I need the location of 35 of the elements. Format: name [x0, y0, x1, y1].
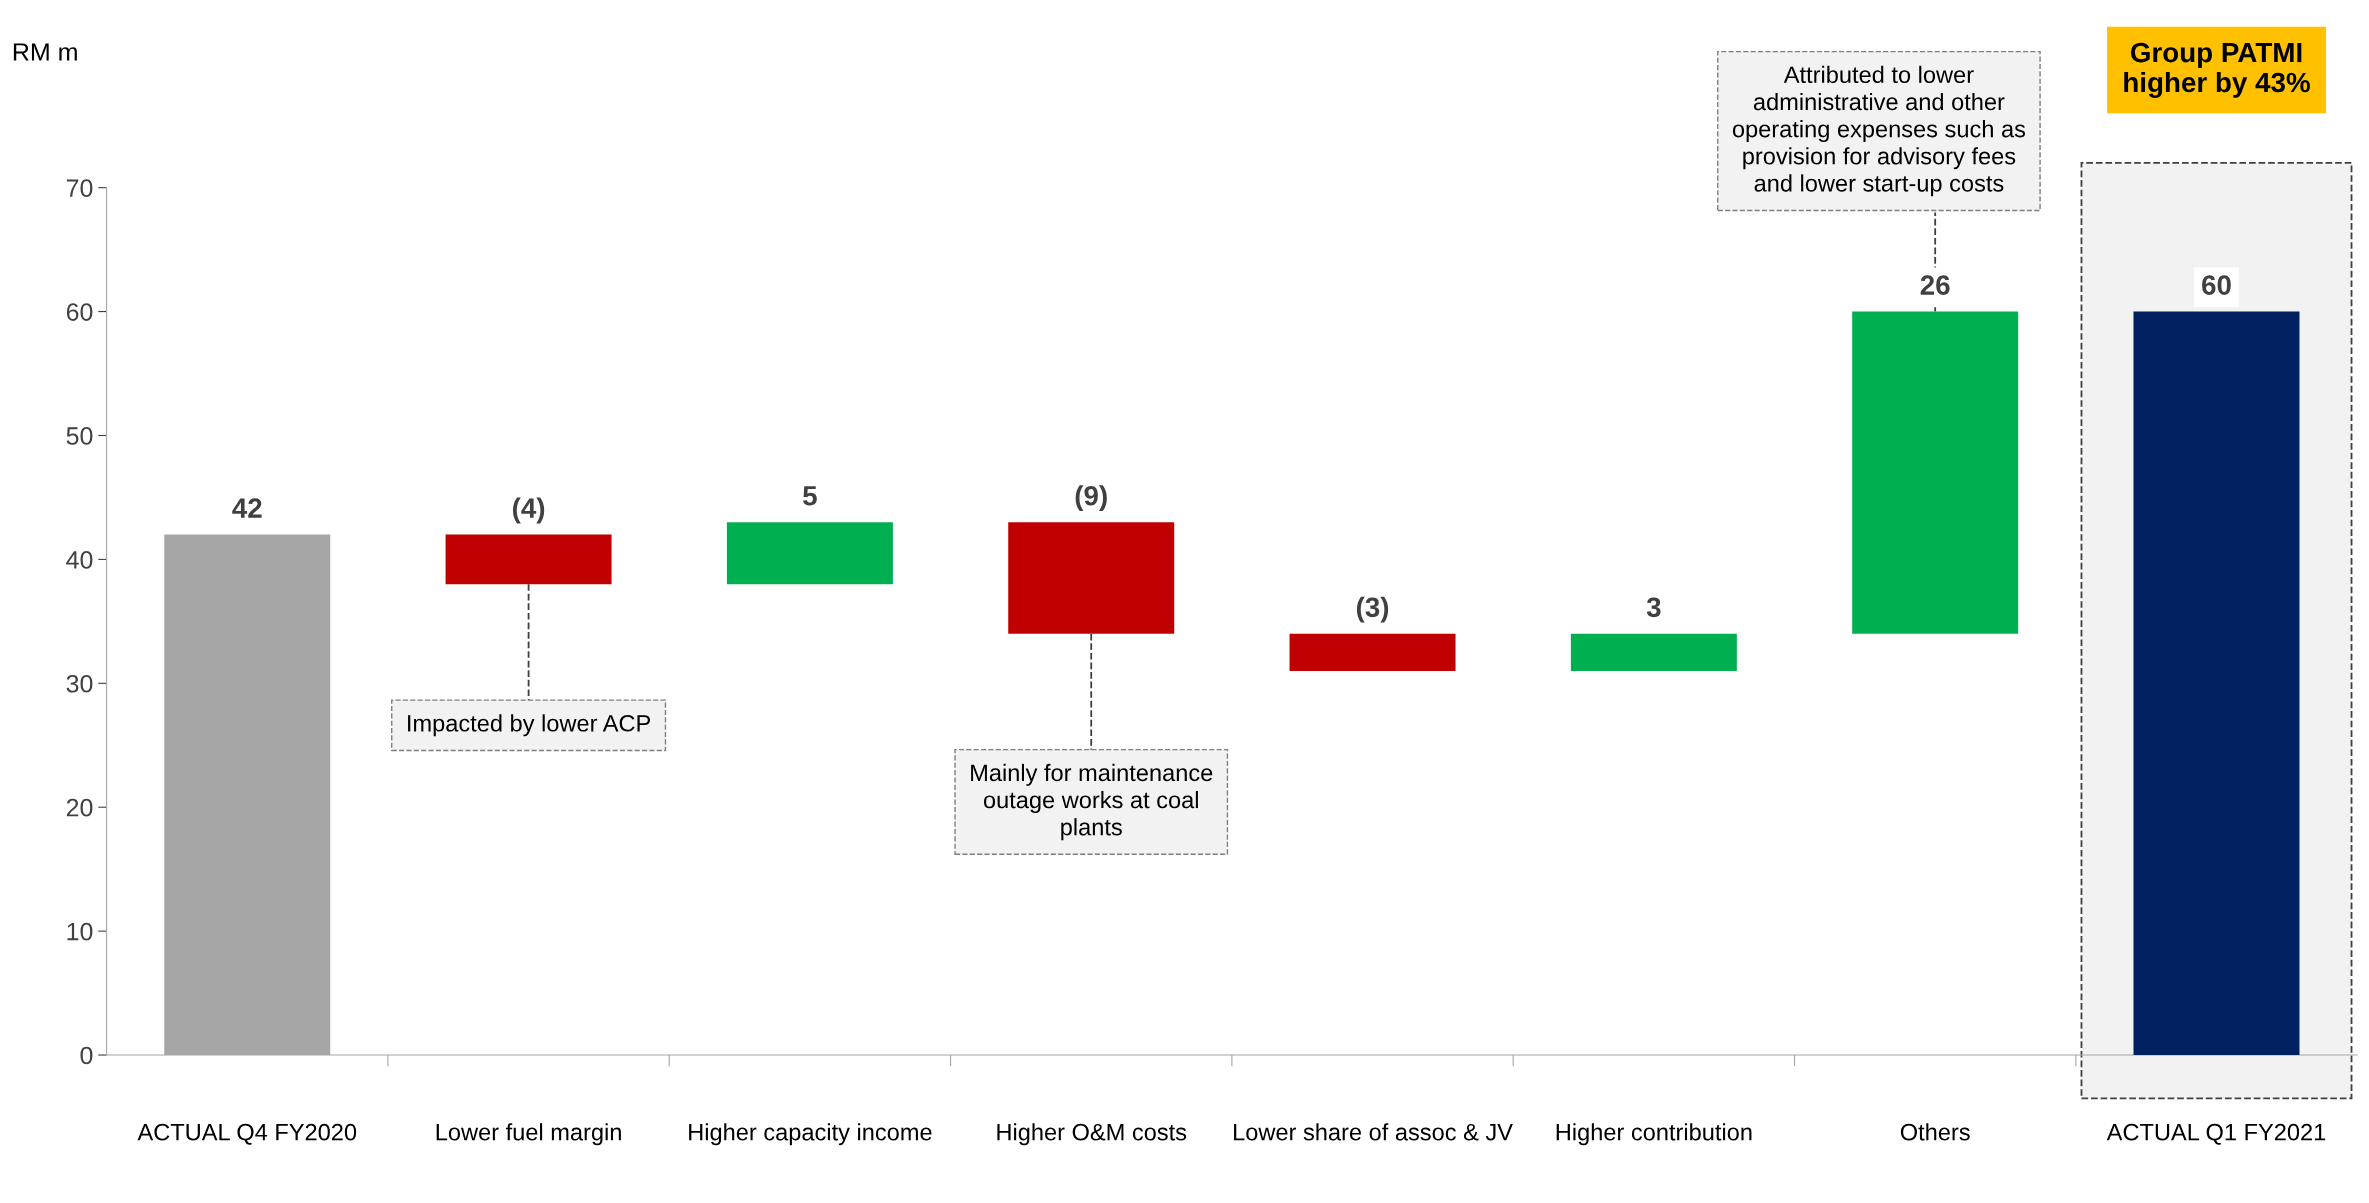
- data-label: 60: [2202, 275, 2231, 295]
- x-tick-label: ACTUAL Q4 FY2020: [137, 1123, 357, 1145]
- x-tick-label: Higher contribution: [1556, 1123, 1752, 1146]
- bar: [1008, 522, 1175, 634]
- bar: [1852, 311, 2019, 634]
- data-label: (3): [1356, 596, 1389, 623]
- data-label: 26: [1920, 275, 1950, 295]
- bar: [1289, 633, 1456, 671]
- y-tick-label: 20: [66, 798, 93, 817]
- y-tick-label: 0: [80, 1046, 93, 1065]
- text: Group PATMI higher by 43%: [2124, 42, 2310, 98]
- y-tick-label: 10: [67, 922, 93, 941]
- data-label: 3: [1646, 597, 1661, 618]
- annotation: Attributed to lower administrative and other operating expenses such as provision for advisory fees and lower start-up costs: [1732, 65, 2026, 197]
- bar: [1570, 633, 1737, 671]
- x-tick-label: Higher O&M costs: [997, 1123, 1187, 1146]
- data-label: (9): [1075, 485, 1107, 512]
- y-tick-label: 60: [66, 303, 93, 321]
- y-tick-label: 50: [66, 427, 93, 445]
- x-tick-label: Higher capacity income: [689, 1123, 932, 1146]
- annotation: Mainly for maintenance outage works at coal plants: [971, 763, 1213, 841]
- annotation: Impacted by lower ACP: [408, 714, 651, 737]
- x-tick-label: ACTUAL Q1 FY2021: [2106, 1123, 2326, 1145]
- x-tick-label: Others: [1900, 1123, 1970, 1141]
- x-tick-label: Lower fuel margin: [436, 1123, 621, 1146]
- data-label: 42: [232, 498, 262, 518]
- data-label: (4): [512, 497, 545, 524]
- y-tick-label: 70: [66, 179, 93, 197]
- y-tick-label: 40: [66, 551, 93, 569]
- bar: [726, 522, 893, 585]
- data-label: 5: [803, 486, 817, 506]
- bar: [445, 534, 612, 585]
- x-tick-label: Lower share of assoc & JV: [1234, 1123, 1513, 1141]
- y-axis-title: RM m: [13, 43, 77, 61]
- y-tick-label: 30: [66, 674, 93, 693]
